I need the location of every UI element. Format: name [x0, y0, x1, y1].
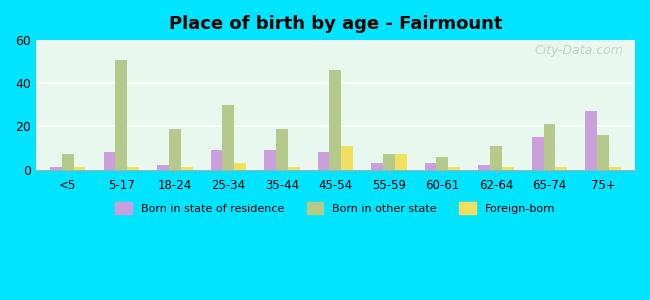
- Bar: [502, 167, 514, 169]
- Bar: [116, 59, 127, 170]
- Bar: [222, 105, 234, 170]
- Bar: [424, 163, 437, 170]
- Bar: [330, 70, 341, 170]
- Bar: [288, 167, 300, 169]
- Bar: [395, 154, 406, 169]
- Bar: [318, 152, 330, 170]
- Bar: [478, 165, 490, 169]
- Bar: [341, 146, 353, 169]
- Bar: [437, 157, 448, 169]
- Bar: [264, 150, 276, 170]
- Bar: [490, 146, 502, 169]
- Bar: [211, 150, 222, 170]
- Bar: [532, 137, 543, 169]
- Bar: [234, 163, 246, 170]
- Text: City-Data.com: City-Data.com: [534, 44, 623, 57]
- Bar: [62, 154, 73, 169]
- Bar: [104, 152, 116, 170]
- Bar: [383, 154, 395, 169]
- Bar: [585, 111, 597, 170]
- Bar: [555, 167, 567, 169]
- Bar: [181, 167, 192, 169]
- Bar: [73, 167, 86, 169]
- Bar: [597, 135, 609, 169]
- Bar: [371, 163, 383, 170]
- Bar: [276, 129, 288, 169]
- Bar: [448, 167, 460, 169]
- Bar: [609, 167, 621, 169]
- Bar: [127, 167, 139, 169]
- Bar: [157, 165, 169, 169]
- Title: Place of birth by age - Fairmount: Place of birth by age - Fairmount: [168, 15, 502, 33]
- Bar: [50, 167, 62, 169]
- Bar: [169, 129, 181, 169]
- Bar: [543, 124, 555, 169]
- Legend: Born in state of residence, Born in other state, Foreign-born: Born in state of residence, Born in othe…: [111, 198, 560, 218]
